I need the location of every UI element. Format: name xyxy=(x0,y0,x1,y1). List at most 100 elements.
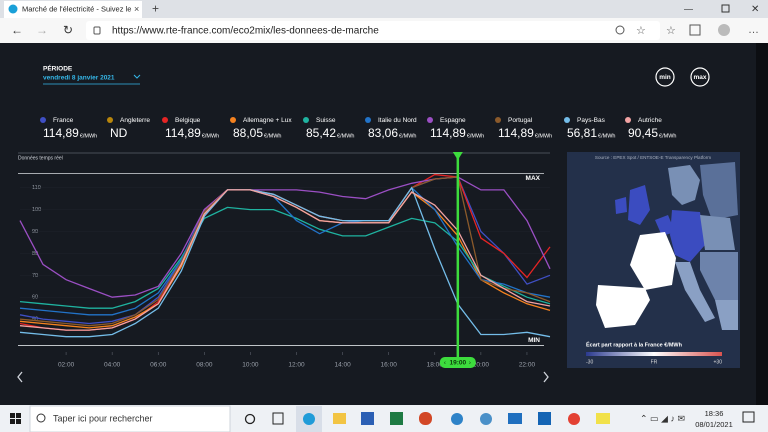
powerpoint-icon[interactable] xyxy=(419,412,432,425)
address-field[interactable] xyxy=(86,21,660,40)
favorite-icon[interactable]: ☆ xyxy=(636,25,646,37)
legend-dot xyxy=(365,117,371,123)
italy xyxy=(675,262,715,322)
new-tab[interactable]: + xyxy=(152,2,159,16)
widgets[interactable] xyxy=(272,412,284,425)
url: https://www.rte-france.com/eco2mix/les-d… xyxy=(112,26,379,37)
scandinavia xyxy=(668,165,700,205)
map-scale-mid: FR xyxy=(651,359,658,365)
legend-dot xyxy=(230,117,236,123)
y-tick-label: 110 xyxy=(32,185,41,191)
excel-icon[interactable] xyxy=(390,412,403,425)
outlook-icon[interactable] xyxy=(538,412,551,425)
legend-name: Allemagne + Lux xyxy=(243,117,292,124)
map-scale-min: -30 xyxy=(586,359,593,365)
legend-dot xyxy=(564,117,570,123)
notifications[interactable] xyxy=(742,411,755,423)
legend-unit: €/MWh xyxy=(659,133,676,139)
search-box[interactable] xyxy=(29,405,231,432)
tab-close[interactable]: × xyxy=(134,4,139,14)
clock-time: 18:36 xyxy=(705,409,724,418)
ireland xyxy=(615,197,627,214)
y-tick-label: 90 xyxy=(32,229,38,235)
forward[interactable]: → xyxy=(36,23,48,37)
start-button[interactable] xyxy=(10,413,21,424)
close[interactable]: ✕ xyxy=(751,4,759,15)
y-tick-label: 60 xyxy=(32,295,38,301)
back[interactable]: ← xyxy=(11,23,23,37)
central-europe xyxy=(700,252,738,300)
legend-dot xyxy=(107,117,113,123)
lock-icon xyxy=(93,26,101,35)
x-tick-label: 10:00 xyxy=(242,362,259,369)
legend-unit: €/MWh xyxy=(399,133,416,139)
mail-icon[interactable] xyxy=(508,413,522,424)
legend-price: 83,06 xyxy=(368,126,398,140)
app-icon[interactable] xyxy=(480,413,492,425)
legend-name: Portugal xyxy=(508,117,533,124)
tab-title: Marché de l'électricité - Suivez le xyxy=(22,4,131,13)
zoom-icon[interactable] xyxy=(615,25,625,35)
chrome-icon[interactable] xyxy=(568,413,580,425)
legend-unit: €/MWh xyxy=(535,133,552,139)
map-scale-max: +30 xyxy=(714,359,723,365)
dropdown-arrow[interactable] xyxy=(133,74,141,79)
min-label: min xyxy=(659,74,671,81)
favorites-icon[interactable]: ☆ xyxy=(666,25,676,37)
period-date[interactable]: vendredi 8 janvier 2021 xyxy=(43,75,115,82)
x-tick-label: 12:00 xyxy=(288,362,305,369)
tray-icons[interactable]: ⌃ ▭ ◢ ♪ ✉ xyxy=(640,413,685,423)
app-icon[interactable] xyxy=(596,413,610,424)
legend-price: ND xyxy=(110,126,128,140)
maximize[interactable] xyxy=(721,4,730,13)
task-view[interactable] xyxy=(244,413,256,425)
legend-name: Espagne xyxy=(440,117,466,124)
x-tick-label: 20:00 xyxy=(473,362,490,369)
prev-arrow[interactable] xyxy=(17,371,23,383)
y-tick-label: 70 xyxy=(32,273,38,279)
legend-dot xyxy=(303,117,309,123)
x-tick-label: 22:00 xyxy=(519,362,536,369)
profile-icon[interactable] xyxy=(718,24,730,36)
clock-date: 08/01/2021 xyxy=(695,420,733,429)
legend-name: Pays-Bas xyxy=(577,117,606,124)
map-legend-title: Écart part rapport à la France €/MWh xyxy=(586,340,683,348)
menu-icon[interactable]: … xyxy=(748,24,759,36)
max-button[interactable] xyxy=(690,67,710,87)
minimize[interactable]: — xyxy=(684,3,693,13)
word-icon[interactable] xyxy=(361,412,374,425)
cursor-arrows: › xyxy=(469,361,471,367)
legend-name: Angleterre xyxy=(120,117,150,124)
reference-label: MAX xyxy=(526,175,541,182)
x-tick-label: 16:00 xyxy=(381,362,398,369)
legend-dot xyxy=(427,117,433,123)
app-icon[interactable] xyxy=(451,413,463,425)
edge-icon xyxy=(303,413,315,425)
min-button[interactable] xyxy=(655,67,675,87)
legend-unit: €/MWh xyxy=(337,133,354,139)
baltic-region xyxy=(700,162,738,220)
legend-price: 114,89 xyxy=(430,126,466,140)
legend-dot xyxy=(625,117,631,123)
y-tick-label: 80 xyxy=(32,251,38,257)
x-tick-label: 18:00 xyxy=(427,362,444,369)
legend-price: 114,89 xyxy=(43,126,79,140)
legend-name: Italie du Nord xyxy=(378,117,417,124)
legend-name: Suisse xyxy=(316,117,336,124)
series-line xyxy=(19,176,551,298)
period-label: PÉRIODE xyxy=(43,64,73,73)
france xyxy=(630,232,676,290)
iberia xyxy=(596,285,650,328)
scrollbar xyxy=(756,43,768,405)
explorer-icon[interactable] xyxy=(333,413,346,424)
legend-dot xyxy=(40,117,46,123)
next-arrow[interactable] xyxy=(543,371,549,383)
reload[interactable]: ↻ xyxy=(63,23,73,37)
collections-icon[interactable] xyxy=(689,24,701,36)
legend-price: 85,42 xyxy=(306,126,336,140)
legend-name: Belgique xyxy=(175,117,201,124)
series-line xyxy=(19,186,551,316)
legend-unit: €/MWh xyxy=(202,133,219,139)
tab[interactable] xyxy=(4,1,142,18)
